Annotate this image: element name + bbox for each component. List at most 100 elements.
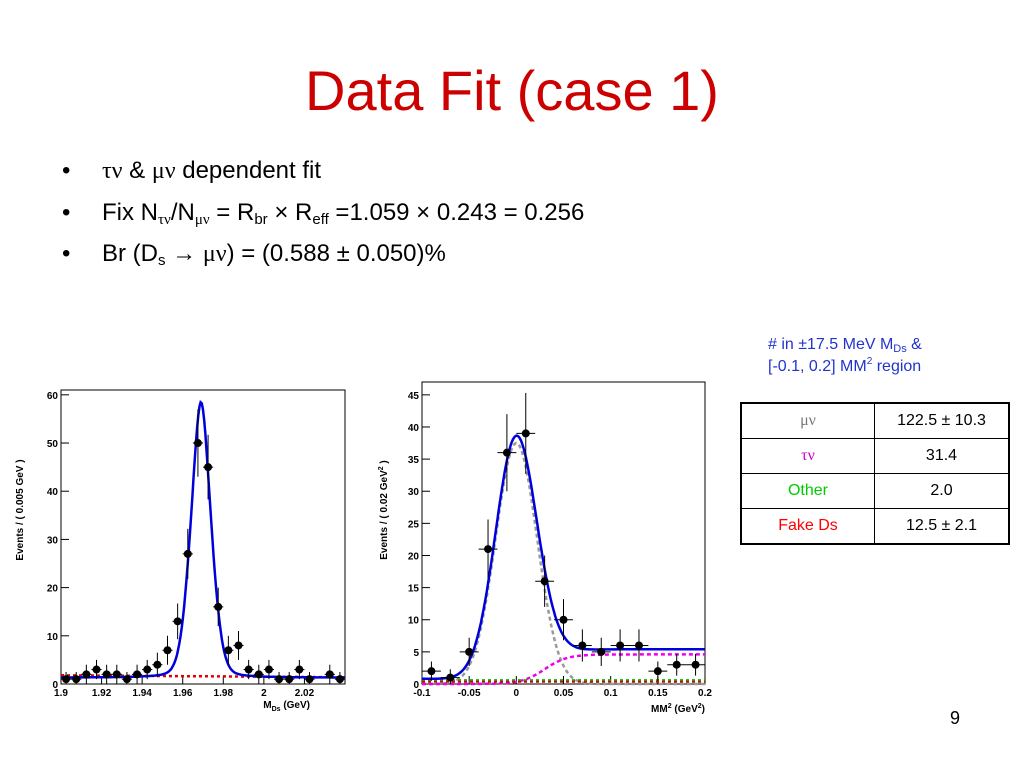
data-point [295,665,304,674]
table-row: τν 31.4 [740,438,1010,474]
y-tick-label: 40 [47,487,59,498]
data-point [484,545,493,554]
mu-nu-symbol: μν [202,241,227,267]
tau-nu-symbol: τν [102,158,123,184]
data-point [193,439,202,448]
row-label-other: Other [740,473,875,509]
data-point [234,641,243,650]
mds-fit-chart: 1.9 1.92 1.94 1.96 1.98 2 2.02 0 10 20 30 40 50 60 Ev… [15,389,346,713]
y-axis-label: Events / ( 0.005 GeV ) [15,459,26,560]
x-tick-label: -0.1 [413,688,431,699]
note-text: & [906,336,922,353]
note-superscript: 2 [866,356,873,367]
subscript: eff [312,211,329,228]
data-point [578,641,587,650]
x-tick-label: 1.9 [54,688,68,699]
x-tick-label: 0.1 [604,688,618,699]
arrow-symbol: → [165,240,203,267]
yields-table: μν 122.5 ± 10.3 τν 31.4 Other 2.0 Fake D… [740,402,1010,545]
bullet-text: Br (D [102,240,158,267]
tau-nu-component-curve [422,653,705,686]
slide-title: Data Fit (case 1) [305,59,719,122]
data-point [672,660,681,669]
data-point [92,665,101,674]
data-point [616,641,625,650]
y-tick-label: 5 [413,648,419,659]
row-label-fake-ds: Fake Ds [740,508,875,545]
bullet-list: • τν & μν dependent fit • Fix Nτν/Nμν = … [62,150,584,275]
data-point [244,665,253,674]
bullet-text: ) = (0.588 ± 0.050)% [226,240,446,267]
data-point [521,429,530,438]
data-point [183,549,192,558]
data-point [62,675,71,684]
data-point [559,615,568,624]
x-tick-label: 2 [261,688,267,699]
row-value: 122.5 ± 10.3 [874,402,1010,439]
page-number: 9 [950,708,961,728]
bullet-item-fit-type: • τν & μν dependent fit [62,150,584,192]
data-point [446,673,455,682]
data-point [112,670,121,679]
x-axis-label: MM2 (GeV2) [651,703,705,715]
plot-frame [60,389,346,685]
data-point [122,675,131,684]
data-point [173,617,182,626]
data-point [163,646,172,655]
row-value: 2.0 [874,473,1010,509]
x-tick-label: 0.05 [554,688,574,699]
bullet-text: & [122,157,152,184]
data-point [72,675,81,684]
data-point [305,675,314,684]
y-tick-label: 35 [408,455,420,466]
bullet-text: dependent fit [175,157,322,184]
y-tick-label: 40 [408,423,420,434]
note-text: [-0.1, 0.2] MM [768,358,867,375]
x-tick-label: 2.02 [295,688,315,699]
bullet-dot: • [62,240,71,267]
data-point [264,665,273,674]
note-subscript: Ds [893,343,907,355]
data-point [82,670,91,679]
data-point [597,647,606,656]
region-note: # in ±17.5 MeV MDs & [-0.1, 0.2] MM2 reg… [768,334,922,378]
y-tick-label: 50 [47,439,59,450]
y-tick-label: 20 [408,551,420,562]
data-point [214,602,223,611]
bullet-text: =1.059 × 0.243 = 0.256 [328,199,585,226]
bullet-text: × R [267,199,313,226]
subscript: br [254,211,268,228]
row-label-mu-nu: μν [740,402,875,439]
y-tick-label: 10 [47,632,59,643]
bullet-text: Fix N [102,199,158,226]
y-tick-label: 45 [408,391,420,402]
data-point [335,675,344,684]
x-tick-label: 1.98 [214,688,234,699]
x-tick-label: -0.05 [458,688,481,699]
data-point [153,660,162,669]
y-tick-label: 25 [408,519,420,530]
y-tick-label: 15 [408,584,420,595]
subscript: τν [158,212,171,228]
bullet-text: = R [209,199,255,226]
bullet-dot: • [62,157,71,184]
table-row: Other 2.0 [740,473,1010,509]
subscript: s [158,252,166,269]
data-point [254,670,263,679]
note-text: region [872,358,922,375]
data-point [634,641,643,650]
x-tick-label: 0.15 [648,688,668,699]
y-tick-label: 30 [408,487,420,498]
data-point [224,646,233,655]
fit-curve [61,399,345,679]
bullet-dot: • [62,199,71,226]
y-tick-label: 60 [47,391,59,402]
row-value: 31.4 [874,438,1010,474]
subscript: μν [194,212,210,228]
data-point [204,463,213,472]
y-tick-label: 0 [52,680,58,691]
mm2-fit-chart: -0.1 -0.05 0 0.05 0.1 0.15 0.2 0 5 10 15 20 25 30 35 40… [378,381,712,715]
x-tick-label: 1.96 [173,688,193,699]
x-tick-label: 1.92 [92,688,112,699]
data-point [325,670,334,679]
